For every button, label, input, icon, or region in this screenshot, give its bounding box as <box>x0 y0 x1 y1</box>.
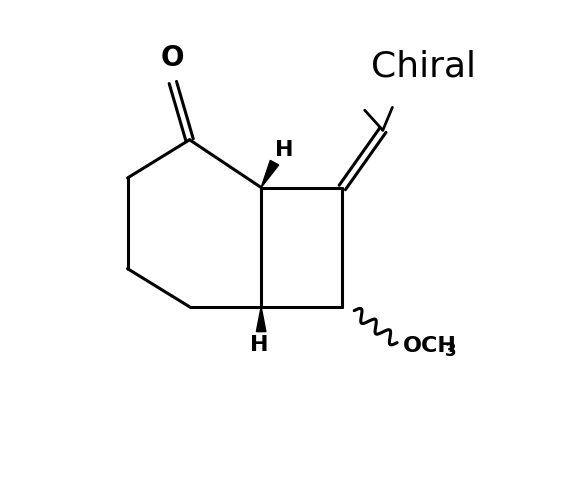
Text: O: O <box>161 44 185 72</box>
Text: H: H <box>250 336 268 356</box>
Text: H: H <box>275 140 293 160</box>
Text: OCH: OCH <box>403 336 457 357</box>
Polygon shape <box>261 160 279 188</box>
Text: Chiral: Chiral <box>371 49 476 83</box>
Polygon shape <box>256 307 266 332</box>
Text: 3: 3 <box>445 342 457 360</box>
